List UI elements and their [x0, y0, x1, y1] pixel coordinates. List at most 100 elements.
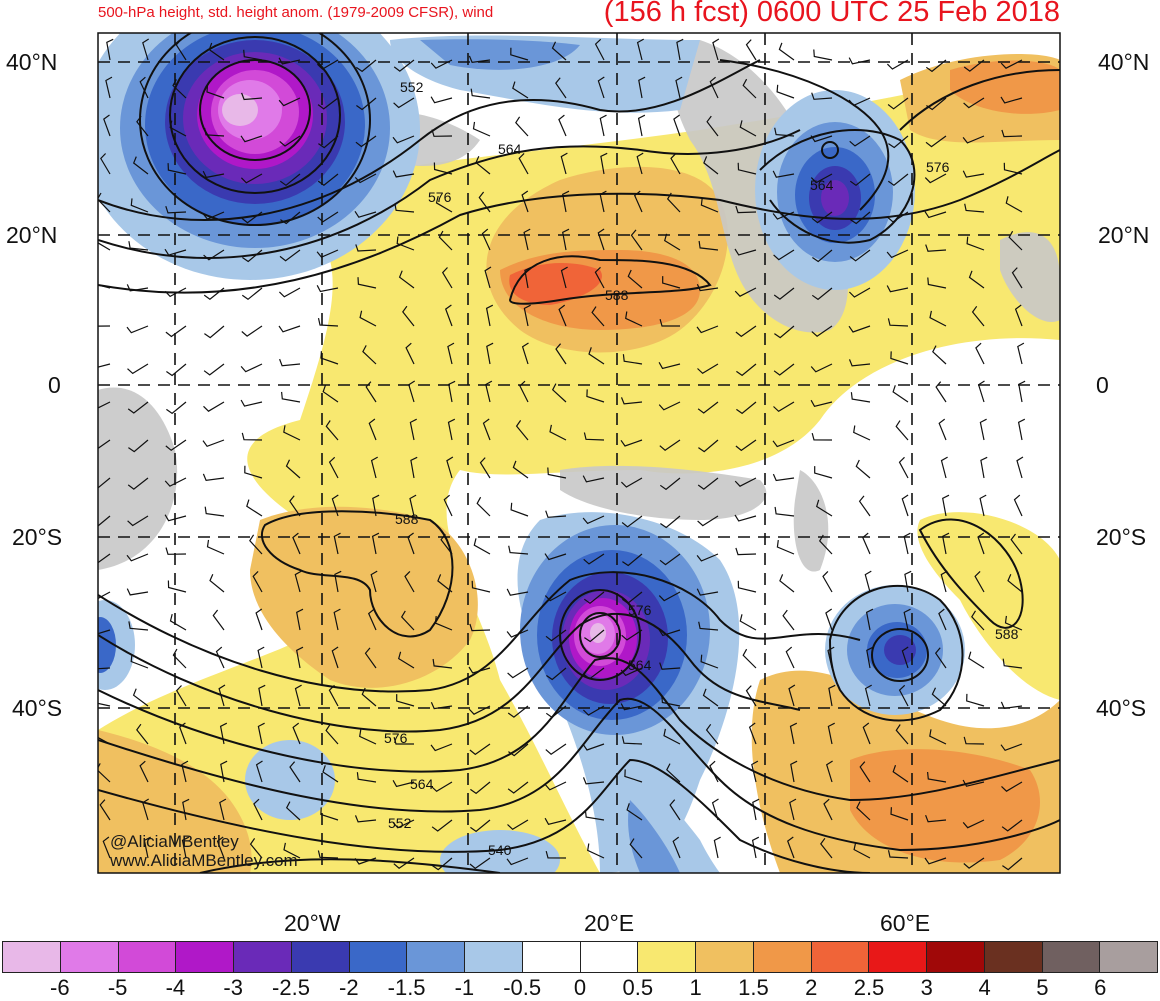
- wind-barb: [862, 722, 871, 745]
- wind-barb: [204, 127, 225, 137]
- wind-barb: [785, 646, 795, 669]
- colorbar-swatch: [927, 942, 985, 972]
- wind-barb: [659, 662, 681, 670]
- wind-barb: [980, 456, 988, 479]
- wind-barb: [547, 467, 567, 479]
- colorbar: [2, 941, 1158, 973]
- wind-barb: [357, 277, 377, 289]
- wind-barb: [285, 459, 301, 479]
- wind-barb: [811, 432, 833, 441]
- wind-barb: [549, 424, 567, 441]
- colorbar-label: -5: [107, 975, 128, 1000]
- wind-barb: [966, 236, 985, 251]
- wind-barb: [892, 385, 909, 403]
- colorbar-label: 0.5: [622, 975, 654, 1000]
- wind-barb: [903, 608, 911, 631]
- wind-barb: [126, 284, 149, 292]
- wind-barb: [289, 761, 301, 783]
- lat-lon-grid: [98, 33, 1060, 873]
- wind-barb: [925, 135, 947, 148]
- wind-barb: [515, 420, 529, 441]
- wind-barb: [582, 515, 605, 525]
- wind-barb: [627, 269, 643, 289]
- wind-barb: [437, 574, 453, 593]
- map-frame: [97, 32, 1061, 874]
- wind-barb: [317, 850, 339, 859]
- forecast-valid-time: (156 h fcst) 0600 UTC 25 Feb 2018: [603, 0, 1060, 28]
- wind-barb: [100, 153, 111, 175]
- wind-barb: [103, 114, 111, 137]
- wind-barb: [789, 798, 797, 821]
- wind-barb: [359, 310, 377, 327]
- wind-barb: [594, 38, 605, 61]
- wind-barb: [404, 570, 415, 593]
- wind-barb: [1000, 96, 1023, 104]
- wind-barb: [128, 621, 149, 631]
- wind-barb: [887, 97, 909, 110]
- wind-barb: [359, 729, 377, 745]
- colorbar-swatch: [638, 942, 696, 972]
- wind-barb: [582, 475, 605, 483]
- wind-barb: [626, 803, 643, 821]
- wind-barb: [128, 241, 149, 251]
- wind-barb: [279, 358, 301, 367]
- wind-barb: [255, 608, 263, 631]
- contour-label: 564: [410, 776, 434, 792]
- wind-barb: [621, 736, 643, 745]
- wind-barb: [130, 198, 149, 213]
- wind-barb: [658, 591, 681, 602]
- wind-barb: [898, 684, 909, 707]
- colorbar-swatch: [811, 942, 870, 972]
- wind-barb: [745, 39, 757, 61]
- wind-barb: [1011, 267, 1023, 289]
- wind-barb: [521, 190, 529, 213]
- wind-barb: [130, 654, 149, 669]
- wind-barb: [164, 287, 187, 298]
- credit-handle: @AliciaMBentley: [110, 832, 239, 851]
- wind-barb: [203, 249, 225, 261]
- wind-barb: [1001, 781, 1023, 792]
- wind-barb: [774, 127, 795, 137]
- wind-barb: [240, 135, 263, 143]
- wind-barb: [136, 115, 149, 137]
- wind-barb: [591, 306, 605, 327]
- wind-barb: [470, 781, 491, 795]
- wind-barb: [203, 287, 225, 300]
- colorbar-swatch: [522, 942, 581, 972]
- wind-barb: [979, 494, 987, 517]
- wind-barb: [279, 173, 301, 187]
- wind-barb: [901, 646, 909, 669]
- wind-barb: [98, 591, 111, 600]
- wind-barb: [742, 78, 757, 99]
- wind-barb: [470, 819, 491, 833]
- wind-barb: [709, 760, 719, 783]
- wind-barb: [745, 685, 757, 707]
- wind-barb: [658, 629, 681, 637]
- wind-barb: [974, 570, 985, 593]
- wind-barb: [890, 807, 909, 821]
- wind-barb: [98, 242, 111, 251]
- wind-barb: [848, 325, 871, 333]
- wind-barb: [285, 801, 301, 821]
- wind-barb: [597, 76, 605, 99]
- wind-barb: [629, 838, 643, 859]
- wind-barb: [675, 76, 683, 99]
- colorbar-label: 2: [805, 975, 818, 1000]
- wind-barb: [393, 97, 415, 109]
- wind-barb: [98, 439, 111, 450]
- wind-barb: [98, 763, 111, 783]
- wind-barb: [524, 266, 532, 289]
- wind-barb: [600, 152, 608, 175]
- wind-barb: [929, 310, 947, 327]
- wind-barb: [98, 325, 111, 327]
- wind-barb: [940, 456, 948, 479]
- lat-label-right: 0: [1096, 372, 1109, 398]
- wind-barb: [638, 76, 646, 99]
- wind-barb: [853, 425, 871, 441]
- height-contours: [98, 33, 1060, 873]
- colorbar-label: -1.5: [387, 975, 426, 1000]
- wind-barb: [409, 494, 417, 517]
- wind-barb: [582, 705, 605, 716]
- wind-barb: [705, 723, 719, 745]
- wind-barb: [977, 532, 985, 555]
